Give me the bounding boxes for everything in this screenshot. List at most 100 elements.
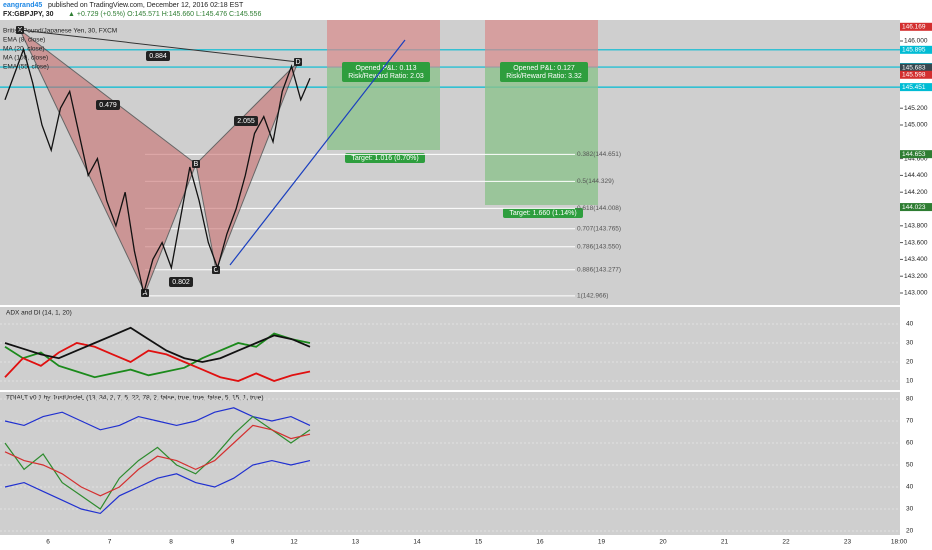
time-tick-label: 19 <box>598 539 606 546</box>
adx-tick-label: 20 <box>906 359 914 366</box>
price-tick-label: 146.000 <box>904 38 928 45</box>
time-tick-label: 14 <box>413 539 421 546</box>
price-marker-label: 145.451 <box>902 84 926 91</box>
price-marker <box>900 45 932 54</box>
adx-adx-line <box>4 326 311 363</box>
point-label: X <box>18 27 23 34</box>
rr-label: Risk/Reward Ratio: 2.03 <box>348 73 424 80</box>
tdi-tick-label: 40 <box>906 484 914 491</box>
point-label: B <box>194 161 199 168</box>
price-marker <box>900 63 932 72</box>
time-tick-label: 8 <box>169 539 173 546</box>
adx-di-plus <box>4 332 311 379</box>
legend-item: EMA (55, close) <box>3 64 49 71</box>
tdi-rsi <box>4 415 311 510</box>
ratio-label: 0.479 <box>99 102 117 109</box>
ratio-label: 0.802 <box>172 279 190 286</box>
tdi-tick-label: 50 <box>906 462 914 469</box>
price-marker <box>900 70 932 79</box>
price-tick-label: 143.400 <box>904 256 928 263</box>
time-tick-label: 23 <box>844 539 852 546</box>
fib-label: 0.382(144.651) <box>577 151 621 158</box>
ohlc: ▲ +0.729 (+0.5%) O:145.571 H:145.660 L:1… <box>68 11 261 18</box>
ratio-label: 2.055 <box>237 118 255 125</box>
pattern-xd <box>19 29 299 63</box>
price-marker-label: 144.653 <box>902 151 926 158</box>
legend-item: EMA (8, close) <box>3 37 45 44</box>
ratio-badge <box>146 51 170 61</box>
time-tick-label: 21 <box>721 539 729 546</box>
time-tick-label: 13 <box>352 539 360 546</box>
time-tick-label: 22 <box>782 539 790 546</box>
price-tick-label: 144.200 <box>904 189 928 196</box>
pnl-box <box>342 62 430 82</box>
point-label: C <box>213 267 218 274</box>
adx-di-minus <box>4 342 311 382</box>
tdi-tick-label: 20 <box>906 528 914 535</box>
price-line <box>4 47 311 294</box>
price-marker <box>900 22 932 31</box>
ratio-badge <box>96 100 120 110</box>
trend-line <box>229 39 406 266</box>
profit-zone <box>485 67 598 206</box>
fib-label: 0.707(143.765) <box>577 225 621 232</box>
fib-label: 0.5(144.329) <box>577 178 614 185</box>
point-badge <box>16 26 24 34</box>
time-tick-label: 15 <box>475 539 483 546</box>
ratio-badge <box>234 116 258 126</box>
loss-zone <box>327 20 440 68</box>
price-marker-label: 145.683 <box>902 64 926 71</box>
price-marker-label: 145.598 <box>902 71 926 78</box>
time-tick-label: 6 <box>46 539 50 546</box>
fib-label: 0.786(143.550) <box>577 244 621 251</box>
legend-item: MA (20, close) <box>3 46 45 53</box>
price-marker <box>900 83 932 92</box>
target-box <box>345 153 425 163</box>
price-marker <box>900 203 932 212</box>
time-tick-label: 16 <box>536 539 544 546</box>
price-tick-label: 145.200 <box>904 105 928 112</box>
price-marker-label: 145.895 <box>902 47 926 54</box>
time-tick-label: 20 <box>659 539 667 546</box>
target-box <box>503 208 583 218</box>
tdi-tick-label: 30 <box>906 506 914 513</box>
point-badge <box>192 160 200 168</box>
adx-tick-label: 30 <box>906 340 914 347</box>
adx-title: ADX and DI (14, 1, 20) <box>6 310 72 317</box>
loss-zone <box>485 20 598 68</box>
price-tick-label: 145.000 <box>904 122 928 129</box>
fib-label: 0.618(144.008) <box>577 205 621 212</box>
tdi-title: TDIALT v0.1 by JustUncleL (13, 34, 2, 7,… <box>6 395 264 402</box>
adx-tick-label: 10 <box>906 378 914 385</box>
price-tick-label: 143.000 <box>904 290 928 297</box>
tdi-tick-label: 70 <box>906 418 914 425</box>
published: published on TradingView.com, December 1… <box>48 2 244 9</box>
price-tick-label: 143.200 <box>904 273 928 280</box>
time-tick-label: 18:00 <box>891 539 908 546</box>
point-badge <box>294 58 302 66</box>
ratio-label: 0.884 <box>149 53 167 60</box>
tdi-lower <box>4 459 311 515</box>
price-tick-label: 143.600 <box>904 239 928 246</box>
target-label: Target: 1.016 (0.70%) <box>351 155 418 162</box>
legend-item: MA (100, close) <box>3 55 48 62</box>
point-label: A <box>143 290 148 297</box>
price-marker <box>900 150 932 159</box>
fib-label: 0.886(143.277) <box>577 266 621 273</box>
pnl-box <box>500 62 588 82</box>
price-tick-label: 143.800 <box>904 223 928 230</box>
time-tick-label: 9 <box>231 539 235 546</box>
tdi-tick-label: 60 <box>906 440 914 447</box>
point-label: D <box>295 59 300 66</box>
adx-pane <box>0 307 900 390</box>
price-tick-label: 144.600 <box>904 155 928 162</box>
symbol: FX:GBPJPY, 30 <box>3 11 54 18</box>
time-tick-label: 7 <box>108 539 112 546</box>
price-marker-label: 144.023 <box>902 204 926 211</box>
tdi-upper <box>4 407 311 431</box>
pnl-label: Opened P&L: 0.127 <box>513 65 575 72</box>
legend-item: British Pound/Japanese Yen, 30, FXCM <box>3 28 117 35</box>
pattern-xab <box>19 29 197 295</box>
fib-label: 1(142.966) <box>577 293 608 300</box>
